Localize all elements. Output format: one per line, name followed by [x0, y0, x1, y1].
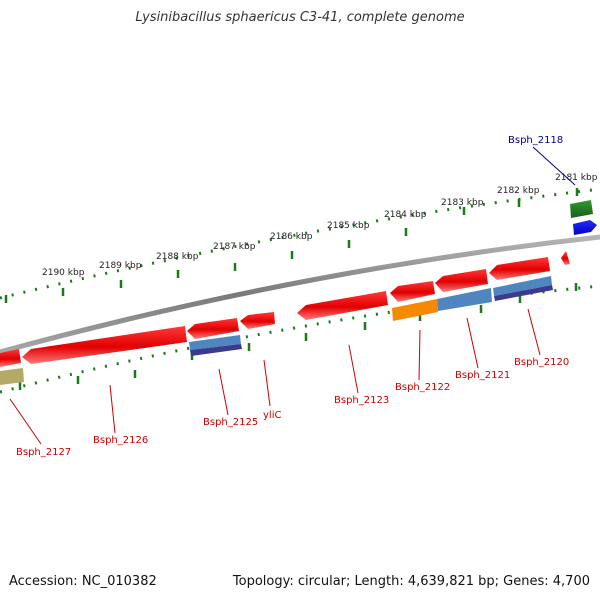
gene-arrow-bsph-2125[interactable] [187, 318, 239, 339]
genome-backbone [0, 234, 600, 355]
accession-text: Accession: NC_010382 [9, 574, 157, 589]
gene-label-bsph-2123[interactable]: Bsph_2123 [334, 395, 389, 406]
leader-bsph-2123 [348, 344, 359, 394]
kbp-label: 2182 kbp [497, 186, 540, 196]
gene-label-bsph-2127[interactable]: Bsph_2127 [16, 447, 71, 458]
kbp-label: 2185 kbp [327, 221, 370, 231]
gene-arrow-bsph-2120[interactable] [489, 257, 550, 280]
gene-label-bsph-2122[interactable]: Bsph_2122 [395, 382, 450, 393]
map-title: Lysinibacillus sphaericus C3-41, complet… [135, 10, 465, 25]
gene-arrow-bsph-2118[interactable] [573, 220, 597, 235]
feature-block-blue[interactable] [493, 276, 552, 296]
inner-ruler-ticks [18, 283, 578, 390]
leader-bsph-2121 [466, 317, 479, 369]
kbp-label: 2184 kbp [384, 210, 427, 220]
kbp-label: 2187 kbp [213, 242, 256, 252]
feature-block-blue[interactable] [189, 335, 241, 350]
gene-arrow-bsph-2126[interactable] [22, 326, 187, 364]
reverse-cds-arrows [0, 251, 570, 367]
gene-labels: Bsph_2118 Bsph_2120 Bsph_2121 Bsph_2122 … [16, 135, 569, 458]
kbp-label: 2181 kbp [555, 173, 598, 183]
leader-bsph-2127 [9, 398, 42, 445]
leader-bsph-2125 [218, 368, 229, 416]
leader-bsph-2118 [532, 146, 576, 186]
genome-summary-text: Topology: circular; Length: 4,639,821 bp… [232, 574, 590, 589]
forward-feature-green[interactable] [570, 200, 593, 218]
feature-block-blue[interactable] [437, 288, 492, 311]
gene-label-yliC[interactable]: yliC [263, 410, 281, 421]
gene-arrow-bsph-2123[interactable] [297, 291, 388, 320]
label-leader-lines [9, 146, 576, 445]
feature-block-khaki[interactable] [0, 368, 24, 385]
gene-arrow-bsph-2127[interactable] [0, 349, 21, 367]
gene-arrow-bsph-2122[interactable] [390, 281, 435, 302]
leader-yliC [263, 359, 271, 407]
gene-label-bsph-2118[interactable]: Bsph_2118 [508, 135, 563, 146]
gene-label-bsph-2125[interactable]: Bsph_2125 [203, 417, 258, 428]
feature-block-purple[interactable] [494, 285, 553, 301]
gene-label-bsph-2120[interactable]: Bsph_2120 [514, 357, 569, 368]
kbp-label: 2183 kbp [441, 198, 484, 208]
gene-arrow-yliC[interactable] [240, 312, 275, 329]
feature-block-purple[interactable] [190, 344, 242, 356]
kbp-label: 2189 kbp [99, 261, 142, 271]
gene-label-bsph-2121[interactable]: Bsph_2121 [455, 370, 510, 381]
feature-block-orange[interactable] [392, 299, 438, 321]
kbp-label: 2188 kbp [156, 252, 199, 262]
gene-arrow-small[interactable] [561, 251, 570, 265]
kbp-label: 2190 kbp [42, 268, 85, 278]
leader-bsph-2120 [527, 308, 541, 356]
leader-bsph-2122 [418, 329, 421, 381]
gene-arrow-bsph-2121[interactable] [435, 269, 488, 292]
leader-bsph-2126 [109, 384, 116, 434]
kbp-label: 2186 kbp [270, 232, 313, 242]
outer-ruler-ticks [4, 188, 579, 303]
kbp-labels: 2181 kbp 2182 kbp 2183 kbp 2184 kbp 2185… [42, 173, 598, 278]
gene-label-bsph-2126[interactable]: Bsph_2126 [93, 435, 148, 446]
feature-blocks [0, 276, 553, 385]
